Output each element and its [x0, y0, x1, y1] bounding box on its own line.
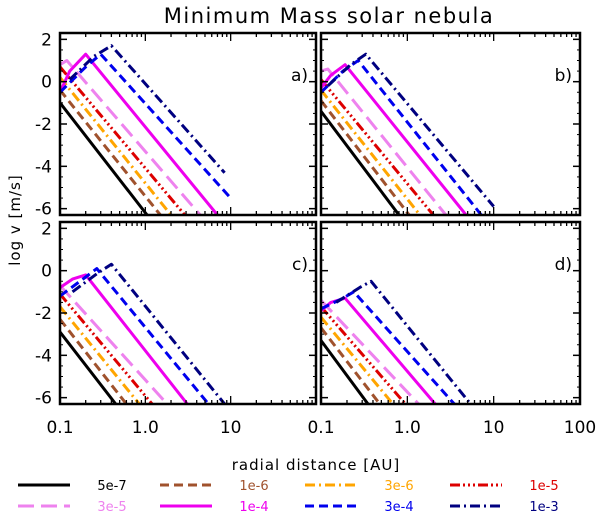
series-line-3e-4	[60, 267, 210, 404]
series-line-3e-5	[321, 67, 448, 215]
series-line-3e-4	[60, 52, 232, 200]
series-line-5e-7	[60, 331, 117, 404]
y-tick-label: 0	[41, 262, 52, 282]
series-line-3e-5	[60, 284, 169, 404]
series-line-5e-7	[321, 339, 370, 404]
series-line-1e-6	[60, 318, 128, 404]
panels: -6 -4 -2 0 2 a) b) -6 -4 -2 0 2 c) d) 0.1 1.0 10 0.1 1.0 10…	[35, 30, 596, 438]
y-tick-label: -4	[35, 157, 52, 177]
legend-label-1e-5: 1e-5	[529, 479, 558, 494]
series-line-1e-5	[321, 305, 407, 404]
series-line-3e-6	[321, 89, 422, 215]
panel-a: -6 -4 -2 0 2 a)	[35, 30, 318, 220]
legend-label-3e-5: 3e-5	[97, 500, 126, 514]
series-line-1e-3	[335, 279, 472, 404]
y-tick-label: 0	[41, 73, 52, 93]
y-tick-label: -6	[35, 389, 52, 409]
panel-label: a)	[291, 66, 308, 86]
panel-curves	[321, 279, 472, 404]
series-line-1e-5	[60, 65, 186, 215]
panel-d: d)	[319, 220, 582, 406]
x-axis-label: radial distance [AU]	[232, 456, 400, 474]
y-axis-label: log v [m/s]	[6, 174, 24, 265]
series-line-1e-5	[321, 78, 435, 215]
y-tick-label: 2	[41, 30, 52, 50]
series-line-5e-7	[321, 110, 401, 215]
series-line-1e-5	[60, 293, 154, 404]
series-line-1e-4	[60, 273, 189, 404]
x-tick-label: 1.0	[394, 418, 421, 438]
panel-curves	[60, 262, 226, 404]
series-line-1e-3	[68, 44, 226, 174]
x-tick-label: 10	[483, 418, 505, 438]
panel-c: -6 -4 -2 0 2 c)	[35, 219, 318, 409]
y-tick-label: -4	[35, 346, 52, 366]
chart-title: Minimum Mass solar nebula	[164, 4, 494, 28]
series-line-1e-6	[321, 99, 411, 215]
x-tick-label: 0.1	[46, 418, 73, 438]
panel-curves	[60, 44, 232, 215]
series-line-3e-5	[321, 299, 420, 404]
legend-label-3e-6: 3e-6	[384, 479, 413, 494]
y-tick-label: -2	[35, 115, 52, 135]
series-line-5e-7	[60, 101, 149, 215]
x-tick-label: 100	[564, 418, 596, 438]
panel-b: b)	[319, 31, 582, 217]
series-line-1e-6	[60, 89, 162, 215]
series-line-1e-3	[71, 262, 226, 404]
legend-label-3e-4: 3e-4	[384, 500, 413, 514]
series-line-3e-6	[60, 305, 141, 404]
panel-label: d)	[555, 255, 572, 275]
y-tick-label: 2	[41, 219, 52, 239]
x-tick-label: 1.0	[132, 418, 159, 438]
panel-frame	[58, 220, 318, 406]
series-line-1e-3	[326, 52, 495, 208]
panel-label: b)	[555, 66, 572, 86]
series-line-3e-6	[60, 76, 173, 215]
x-tick-label: 0.1	[307, 418, 334, 438]
series-line-3e-5	[60, 59, 202, 215]
legend-label-1e-3: 1e-3	[529, 500, 558, 514]
y-tick-label: -6	[35, 200, 52, 220]
panel-curves	[321, 52, 495, 215]
legend-label-1e-6: 1e-6	[239, 479, 268, 494]
x-tick-label: 10	[220, 418, 242, 438]
panel-label: c)	[292, 255, 308, 275]
y-tick-label: -2	[35, 304, 52, 324]
legend: 5e-7 1e-6 3e-6 1e-5 3e-5 1e-4 3e-4 1e-3	[18, 479, 559, 514]
legend-label-1e-4: 1e-4	[239, 500, 268, 514]
series-line-1e-6	[321, 326, 381, 404]
legend-label-5e-7: 5e-7	[97, 479, 126, 494]
